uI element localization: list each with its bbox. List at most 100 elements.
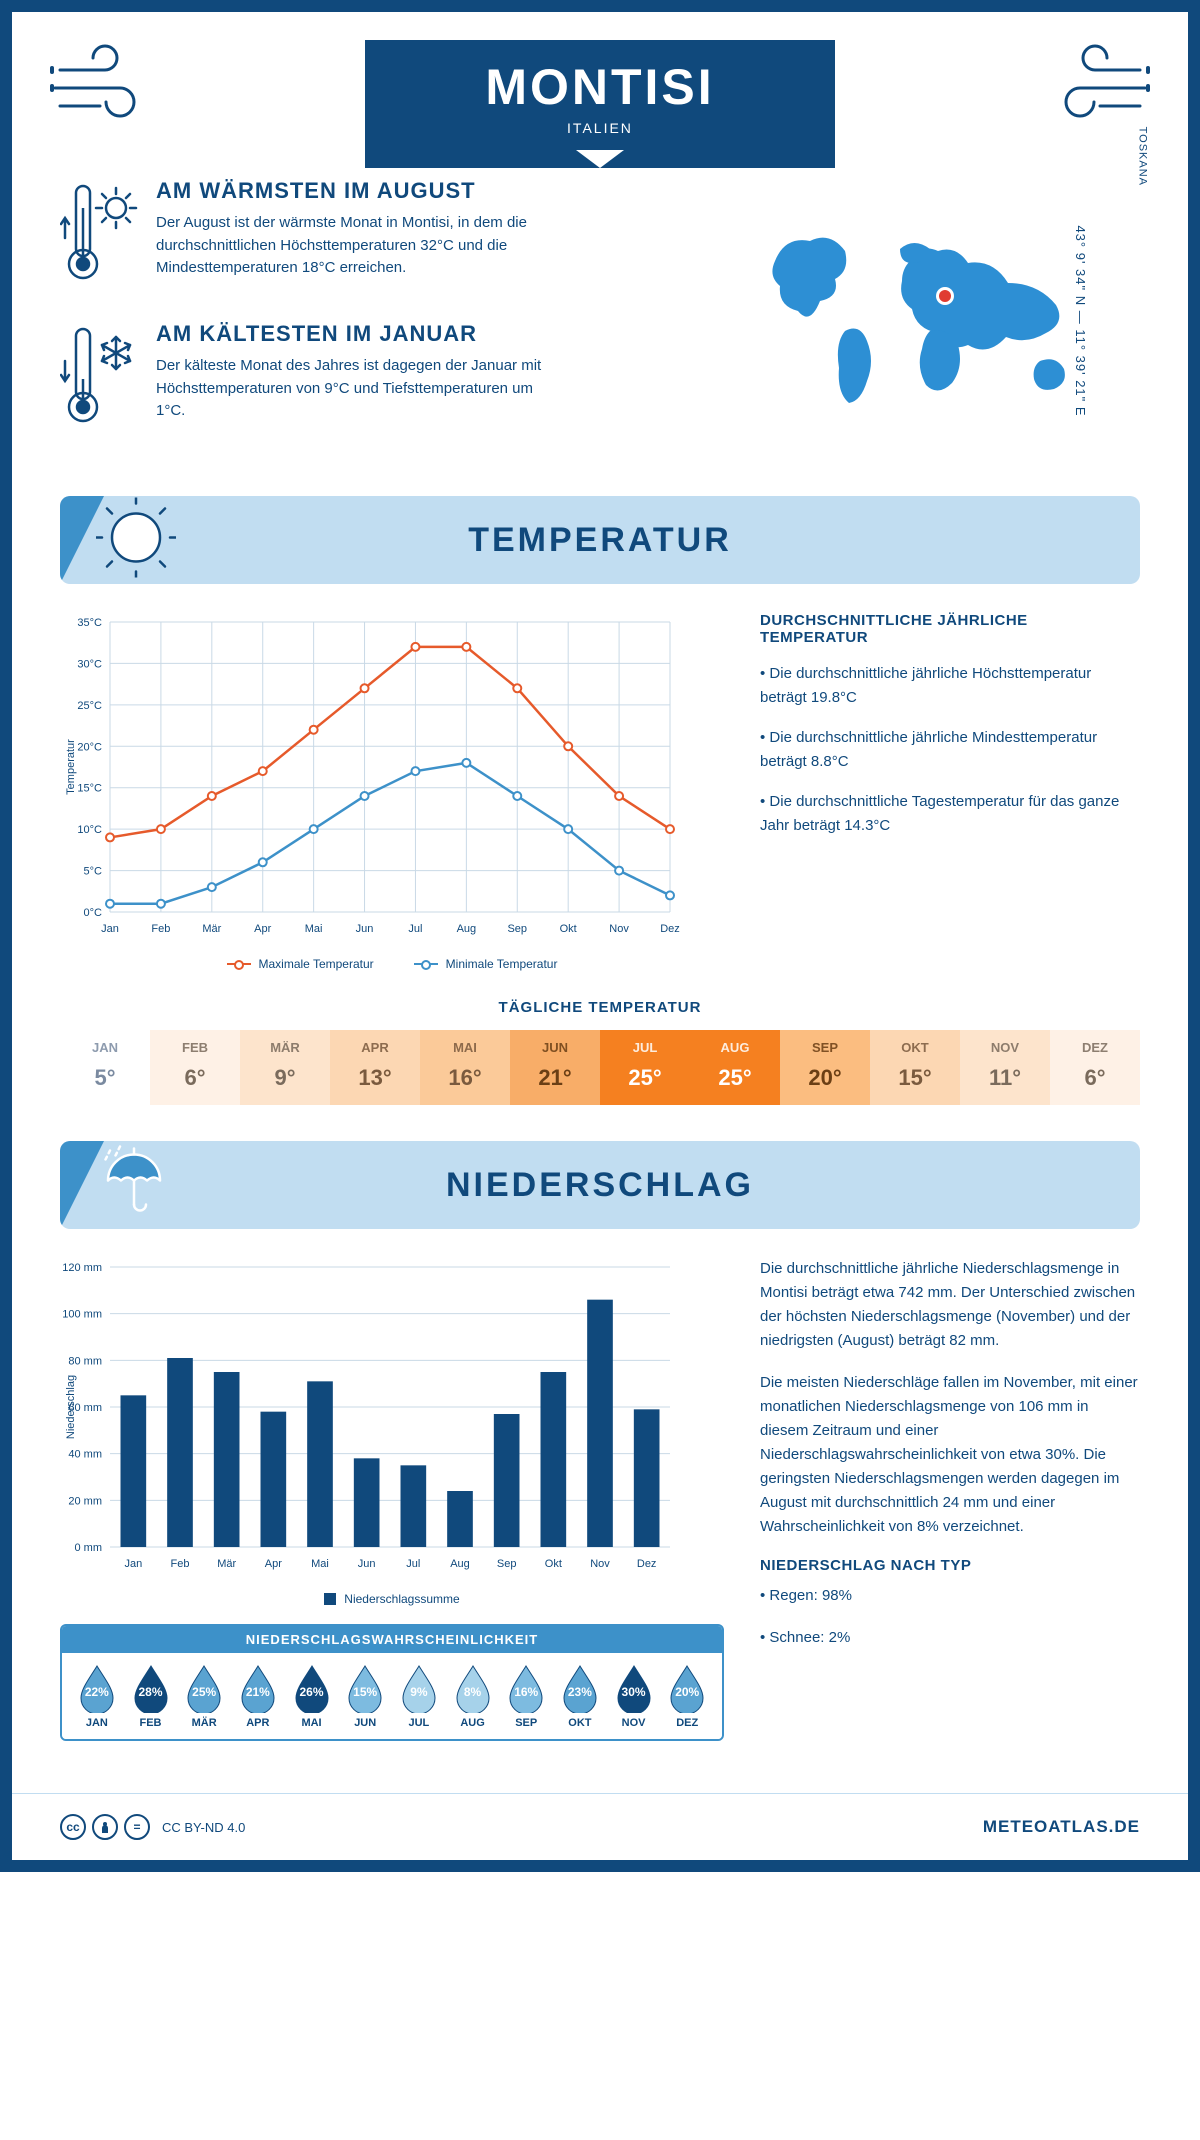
nd-icon: = xyxy=(124,1814,150,1840)
daily-temp-cell: AUG25° xyxy=(690,1030,780,1105)
svg-text:Nov: Nov xyxy=(590,1558,610,1570)
wind-icon xyxy=(1040,40,1150,135)
world-map: TOSKANA 43° 9' 34" N — 11° 39' 21" E xyxy=(720,178,1140,464)
prob-cell: 23% OKT xyxy=(553,1663,607,1729)
svg-text:Sep: Sep xyxy=(497,1558,517,1570)
raindrop-icon: 23% xyxy=(560,1663,600,1713)
svg-text:80 mm: 80 mm xyxy=(68,1355,102,1367)
prob-cell: 25% MÄR xyxy=(177,1663,231,1729)
wind-icon xyxy=(50,40,160,135)
precip-summary: Die durchschnittliche jährliche Niedersc… xyxy=(760,1257,1140,1741)
svg-text:25°C: 25°C xyxy=(77,700,102,712)
svg-text:35°C: 35°C xyxy=(77,617,102,629)
daily-temp-cell: FEB6° xyxy=(150,1030,240,1105)
svg-text:Jun: Jun xyxy=(356,923,374,935)
raindrop-icon: 20% xyxy=(667,1663,707,1713)
svg-text:5°C: 5°C xyxy=(84,866,103,878)
svg-text:Mär: Mär xyxy=(202,923,221,935)
svg-text:0 mm: 0 mm xyxy=(75,1542,103,1554)
svg-text:Feb: Feb xyxy=(151,923,170,935)
raindrop-icon: 25% xyxy=(184,1663,224,1713)
prob-cell: 9% JUL xyxy=(392,1663,446,1729)
umbrella-icon xyxy=(96,1145,172,1226)
svg-text:20°C: 20°C xyxy=(77,741,102,753)
daily-temp-table: JAN5°FEB6°MÄR9°APR13°MAI16°JUN21°JUL25°A… xyxy=(60,1030,1140,1105)
thermometer-snow-icon xyxy=(60,321,140,436)
country-subtitle: ITALIEN xyxy=(485,120,714,136)
prob-cell: 15% JUN xyxy=(338,1663,392,1729)
svg-text:Feb: Feb xyxy=(171,1558,190,1570)
section-title: TEMPERATUR xyxy=(468,521,732,560)
daily-temp-title: TÄGLICHE TEMPERATUR xyxy=(60,999,1140,1016)
svg-text:Okt: Okt xyxy=(545,1558,562,1570)
raindrop-icon: 30% xyxy=(614,1663,654,1713)
prob-cell: 20% DEZ xyxy=(660,1663,714,1729)
title-banner: MONTISI ITALIEN xyxy=(365,40,834,150)
prob-cell: 30% NOV xyxy=(607,1663,661,1729)
svg-text:Okt: Okt xyxy=(560,923,577,935)
daily-temp-cell: APR13° xyxy=(330,1030,420,1105)
warmest-text: Der August ist der wärmste Monat in Mont… xyxy=(156,212,556,280)
raindrop-icon: 16% xyxy=(506,1663,546,1713)
precip-section-header: NIEDERSCHLAG xyxy=(60,1141,1140,1229)
svg-text:100 mm: 100 mm xyxy=(62,1309,102,1321)
raindrop-icon: 8% xyxy=(453,1663,493,1713)
coldest-text: Der kälteste Monat des Jahres ist dagege… xyxy=(156,355,556,423)
daily-temp-cell: OKT15° xyxy=(870,1030,960,1105)
by-icon xyxy=(92,1814,118,1840)
license-text: CC BY-ND 4.0 xyxy=(162,1820,245,1835)
cc-icon: cc xyxy=(60,1814,86,1840)
svg-text:Sep: Sep xyxy=(507,923,527,935)
raindrop-icon: 9% xyxy=(399,1663,439,1713)
coldest-title: AM KÄLTESTEN IM JANUAR xyxy=(156,321,556,347)
svg-text:120 mm: 120 mm xyxy=(62,1262,102,1274)
raindrop-icon: 15% xyxy=(345,1663,385,1713)
svg-text:30°C: 30°C xyxy=(77,658,102,670)
svg-text:Aug: Aug xyxy=(450,1558,470,1570)
coordinates: 43° 9' 34" N — 11° 39' 21" E xyxy=(1073,225,1088,416)
raindrop-icon: 22% xyxy=(77,1663,117,1713)
daily-temp-cell: NOV11° xyxy=(960,1030,1050,1105)
prob-cell: 21% APR xyxy=(231,1663,285,1729)
svg-text:20 mm: 20 mm xyxy=(68,1495,102,1507)
site-name: METEOATLAS.DE xyxy=(983,1817,1140,1837)
svg-text:Mär: Mär xyxy=(217,1558,236,1570)
section-title: NIEDERSCHLAG xyxy=(446,1166,754,1205)
warmest-title: AM WÄRMSTEN IM AUGUST xyxy=(156,178,556,204)
prob-cell: 22% JAN xyxy=(70,1663,124,1729)
svg-text:Temperatur: Temperatur xyxy=(65,739,77,795)
temp-legend: Maximale Temperatur Minimale Temperatur xyxy=(60,957,724,971)
svg-text:Jun: Jun xyxy=(358,1558,376,1570)
svg-text:Apr: Apr xyxy=(254,923,271,935)
temperature-section-header: TEMPERATUR xyxy=(60,496,1140,584)
sun-icon xyxy=(96,498,176,583)
prob-cell: 26% MAI xyxy=(285,1663,339,1729)
svg-text:Jan: Jan xyxy=(124,1558,142,1570)
precip-probability-box: NIEDERSCHLAGSWAHRSCHEINLICHKEIT 22% JAN … xyxy=(60,1624,724,1741)
svg-text:15°C: 15°C xyxy=(77,783,102,795)
daily-temp-cell: JAN5° xyxy=(60,1030,150,1105)
svg-text:Nov: Nov xyxy=(609,923,629,935)
raindrop-icon: 21% xyxy=(238,1663,278,1713)
city-title: MONTISI xyxy=(485,58,714,116)
svg-text:10°C: 10°C xyxy=(77,824,102,836)
cc-license-icons: cc = xyxy=(60,1814,150,1840)
svg-text:Aug: Aug xyxy=(457,923,477,935)
svg-text:Dez: Dez xyxy=(660,923,680,935)
daily-temp-cell: DEZ6° xyxy=(1050,1030,1140,1105)
temperature-summary: DURCHSCHNITTLICHE JÄHRLICHE TEMPERATUR •… xyxy=(760,612,1140,971)
coldest-block: AM KÄLTESTEN IM JANUAR Der kälteste Mona… xyxy=(60,321,696,436)
precip-legend: Niederschlagssumme xyxy=(60,1592,724,1606)
thermometer-sun-icon xyxy=(60,178,140,293)
temperature-line-chart: 0°C5°C10°C15°C20°C25°C30°C35°CJanFebMärA… xyxy=(60,612,724,971)
prob-cell: 16% SEP xyxy=(499,1663,553,1729)
warmest-block: AM WÄRMSTEN IM AUGUST Der August ist der… xyxy=(60,178,696,293)
region-label: TOSKANA xyxy=(1136,127,1148,186)
svg-text:Mai: Mai xyxy=(311,1558,329,1570)
header: MONTISI ITALIEN xyxy=(60,40,1140,150)
daily-temp-cell: MÄR9° xyxy=(240,1030,330,1105)
precip-bar-chart: 0 mm20 mm40 mm60 mm80 mm100 mm120 mmNied… xyxy=(60,1257,680,1577)
prob-cell: 8% AUG xyxy=(446,1663,500,1729)
daily-temp-cell: SEP20° xyxy=(780,1030,870,1105)
svg-text:Mai: Mai xyxy=(305,923,323,935)
